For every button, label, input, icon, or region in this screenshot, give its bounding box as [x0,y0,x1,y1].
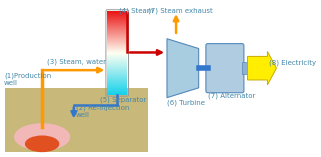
Ellipse shape [25,135,59,152]
Ellipse shape [14,123,70,151]
Polygon shape [167,39,199,98]
Text: (3) Steam, water: (3) Steam, water [47,59,106,65]
Text: (7) Steam exhaust: (7) Steam exhaust [148,7,213,14]
Text: (1)Production
well: (1)Production well [4,72,51,86]
Text: (4) Steam: (4) Steam [119,7,153,14]
FancyBboxPatch shape [206,44,244,93]
Text: (6) Turbine: (6) Turbine [167,100,205,106]
Text: (7) Alternator: (7) Alternator [208,93,255,99]
Bar [242,62,247,74]
Text: (5) Separator: (5) Separator [100,97,146,103]
Bar [5,88,148,152]
Text: (8) Electricity: (8) Electricity [269,59,317,65]
Text: (2) Re-injection
well: (2) Re-injection well [75,105,129,118]
Polygon shape [247,51,276,85]
